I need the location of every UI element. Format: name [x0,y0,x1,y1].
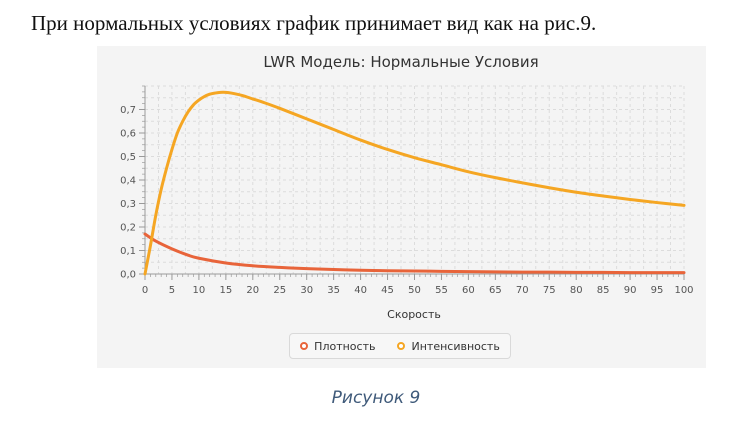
x-tick-label: 50 [408,285,421,296]
y-tick-label: 0,7 [120,105,136,116]
x-tick-label: 25 [273,285,286,296]
line-chart: LWR Модель: Нормальные Условия 0 5 10 15 20 2… [120,53,694,321]
y-tick-label: 0,2 [120,223,136,234]
series-line-density [143,232,686,275]
x-tick-label: 65 [489,285,502,296]
intro-paragraph: При нормальных условиях график принимает… [31,11,597,35]
x-tick-label: 0 [142,285,148,296]
x-tick-label: 95 [651,285,664,296]
x-tick-label: 45 [381,285,394,296]
axes: 0 5 10 15 20 25 30 35 40 45 50 55 60 65 70 75 80 85 90 95 10… [120,85,694,296]
x-tick-label: 5 [169,285,175,296]
x-tick-label: 100 [674,285,693,296]
y-tick-label: 0,3 [120,199,136,210]
x-tick-label: 30 [300,285,313,296]
x-tick-label: 15 [219,285,232,296]
y-tick-label: 0,4 [120,176,136,187]
y-tick-label: 0,5 [120,152,136,163]
x-tick-label: 60 [462,285,475,296]
y-tick-label: 0,0 [120,270,136,281]
legend-marker-intensity [397,342,406,350]
x-tick-label: 10 [193,285,206,296]
legend-label-density: Плотность [314,339,376,353]
chart-figure: LWR Модель: Нормальные Условия 0 5 10 15 20 2… [97,46,706,368]
legend-item-density[interactable]: Плотность [300,340,375,353]
chart-title: LWR Модель: Нормальные Условия [263,53,538,71]
x-tick-label: 75 [543,285,556,296]
y-tick-label: 0,6 [120,129,136,140]
legend-marker-density [300,342,309,350]
series-lines [143,90,686,276]
x-tick-label: 70 [516,285,529,296]
chart-legend: Плотность Интенсивность [289,333,511,359]
legend-label-intensity: Интенсивность [411,339,500,353]
x-axis-label: Скорость [387,308,441,321]
x-tick-label: 20 [246,285,259,296]
figure-caption: Рисунок 9 [331,388,421,408]
series-line-intensity [143,90,686,276]
grid-lines [144,85,685,275]
x-tick-label: 90 [624,285,637,296]
legend-item-intensity[interactable]: Интенсивность [397,339,500,353]
x-tick-label: 80 [570,285,583,296]
x-tick-label: 55 [435,285,448,296]
x-tick-label: 40 [354,285,367,296]
x-tick-label: 85 [597,285,610,296]
y-tick-label: 0,1 [120,246,136,257]
x-tick-label: 35 [327,285,340,296]
